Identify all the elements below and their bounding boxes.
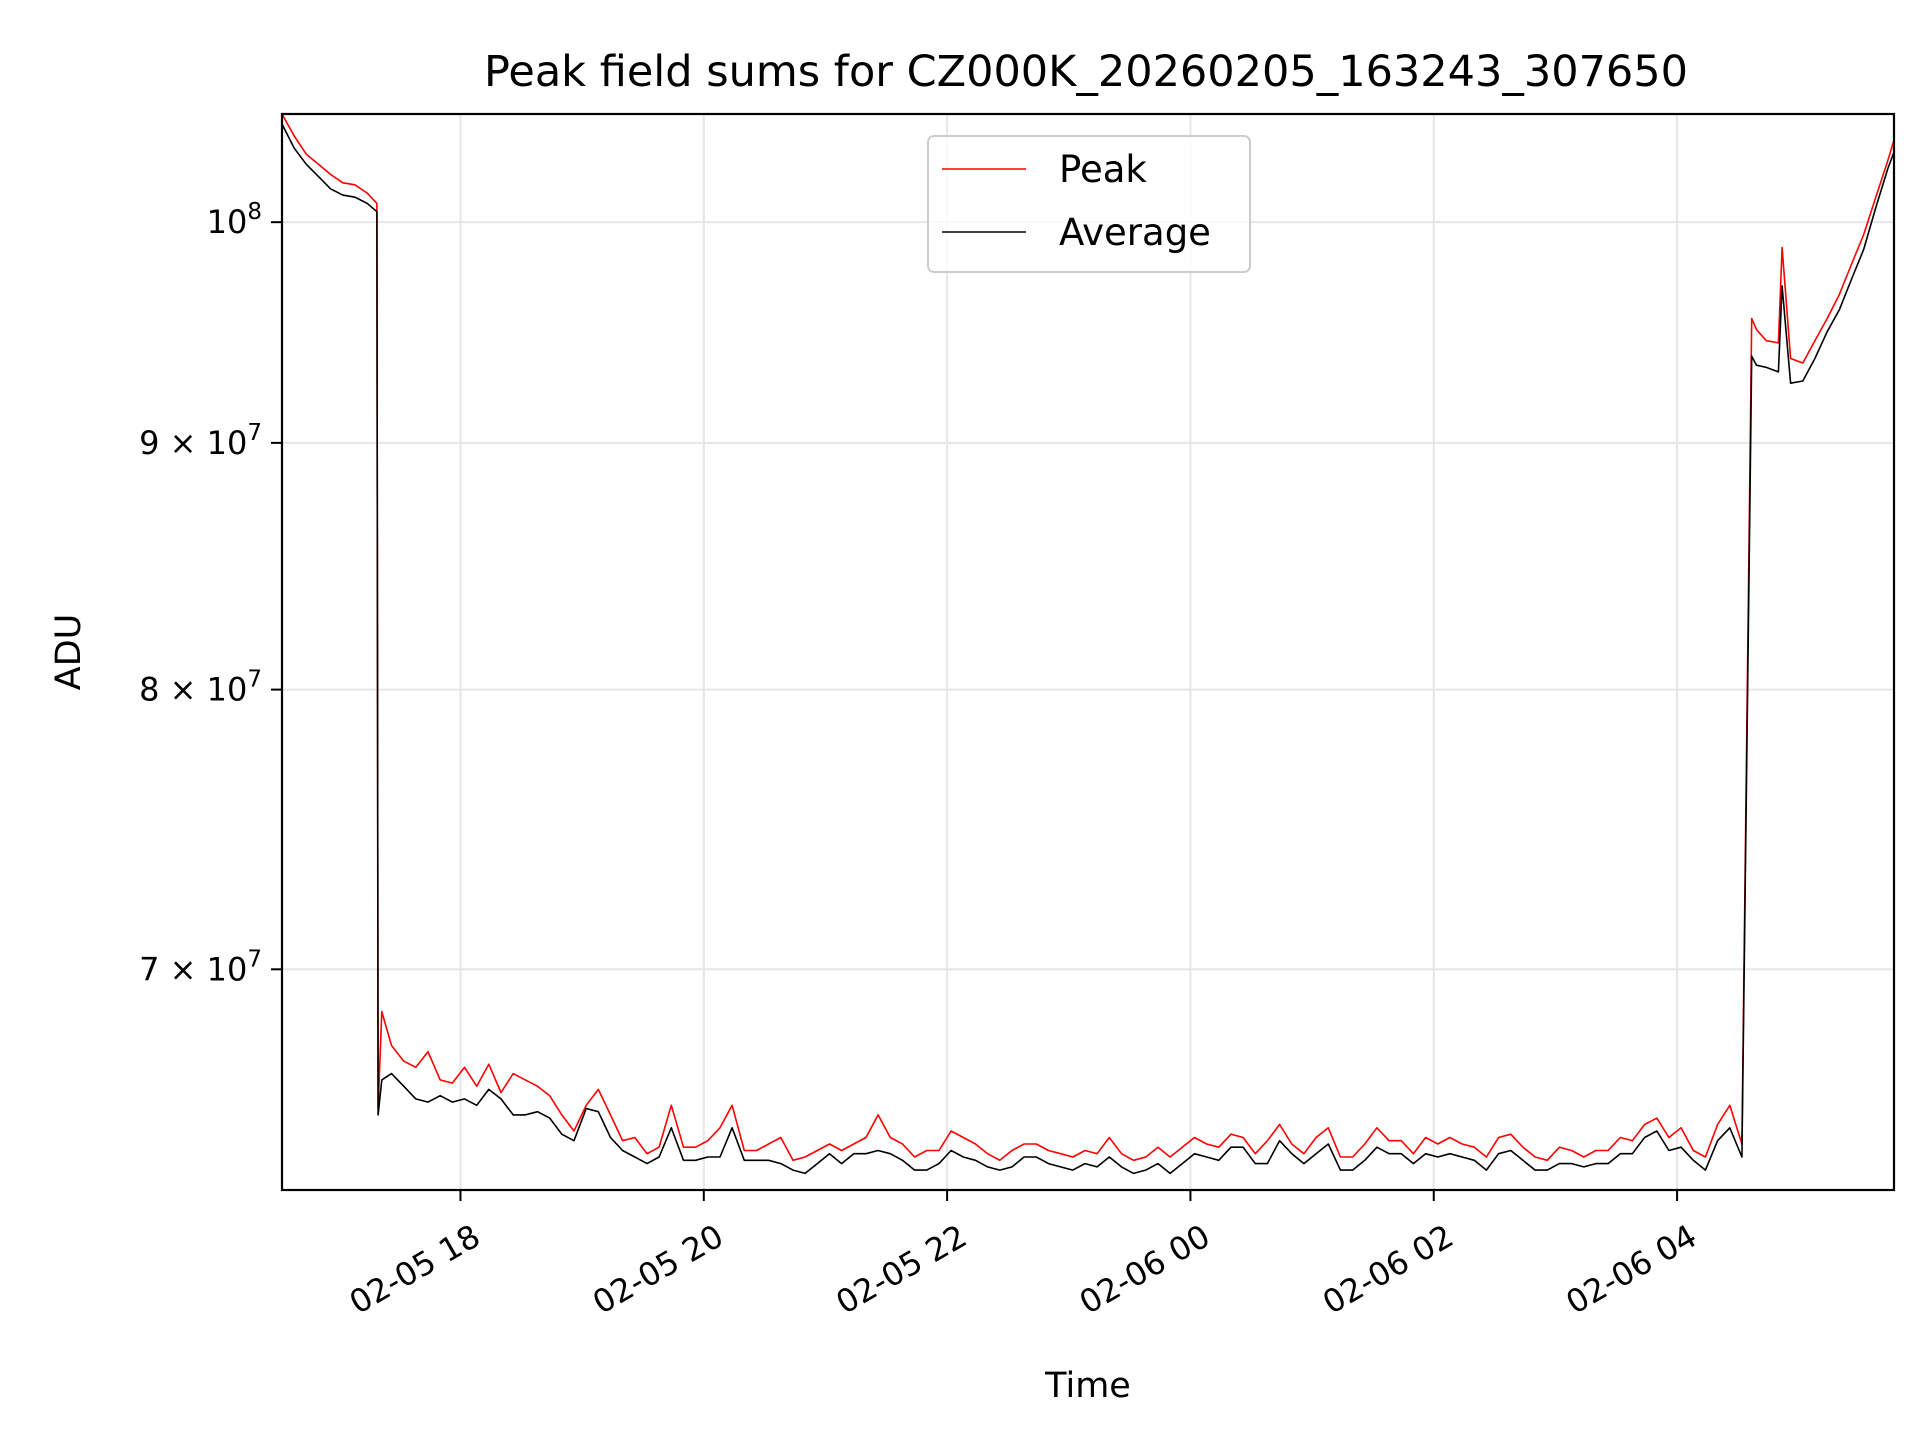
legend: Peak Average [927,135,1251,273]
chart-title: Peak field sums for CZ000K_20260205_1632… [484,47,1688,97]
y-tick-label: 9 × 107 [139,420,262,462]
legend-box [927,135,1251,273]
plot-frame [280,112,1896,1192]
y-tick-label: 108 [207,199,262,241]
series-line-average [282,123,1894,1175]
legend-label-peak: Peak [1059,148,1147,191]
series-line-peak [282,114,1894,1162]
x-axis-label: Time [1044,1366,1131,1406]
y-tick-label: 8 × 107 [139,667,262,709]
y-tick-label: 7 × 107 [139,946,262,988]
y-axis-label: ADU [49,614,89,691]
grid [282,114,1894,1190]
y-axis: 108 9 × 107 8 × 107 7 × 107 [139,199,282,988]
series-layer [282,114,1894,1175]
legend-label-average: Average [1059,211,1211,254]
